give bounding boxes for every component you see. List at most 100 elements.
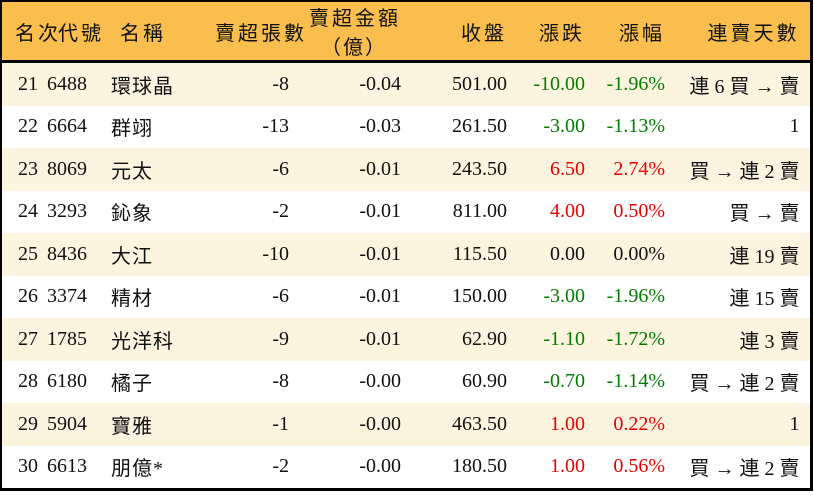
- change-cell: 0.00: [513, 233, 591, 276]
- sell-amount-cell: -0.00: [295, 360, 407, 403]
- sell-shares-cell: -2: [215, 445, 295, 490]
- name-cell: 群翊: [107, 105, 215, 148]
- close-cell: 811.00: [407, 190, 513, 233]
- change-pct-cell: 0.50%: [591, 190, 671, 233]
- sell-shares-cell: -8: [215, 61, 295, 106]
- code-cell: 6664: [45, 105, 107, 148]
- change-cell: -1.10: [513, 318, 591, 361]
- close-cell: 261.50: [407, 105, 513, 148]
- rank-cell: 26: [1, 275, 45, 318]
- streak-cell: 買 → 賣: [671, 190, 811, 233]
- header-name: 名稱: [107, 1, 215, 63]
- header-streak: 連賣天數: [671, 1, 811, 63]
- close-cell: 150.00: [407, 275, 513, 318]
- change-cell: 4.00: [513, 190, 591, 233]
- change-cell: -3.00: [513, 275, 591, 318]
- table-row: 26 3374 精材 -6 -0.01 150.00 -3.00 -1.96% …: [1, 275, 811, 318]
- streak-cell: 1: [671, 105, 811, 148]
- rank-cell: 21: [1, 61, 45, 106]
- rank-cell: 25: [1, 233, 45, 276]
- rank-cell: 30: [1, 445, 45, 490]
- streak-cell: 買 → 連 2 賣: [671, 445, 811, 490]
- change-pct-cell: 0.56%: [591, 445, 671, 490]
- header-code: 代號: [45, 1, 107, 63]
- sell-shares-cell: -6: [215, 275, 295, 318]
- name-cell: 環球晶: [107, 61, 215, 106]
- table-body: 21 6488 環球晶 -8 -0.04 501.00 -10.00 -1.96…: [1, 61, 811, 490]
- change-cell: 1.00: [513, 445, 591, 490]
- sell-shares-cell: -13: [215, 105, 295, 148]
- streak-cell: 連 6 買 → 賣: [671, 61, 811, 106]
- sell-shares-cell: -8: [215, 360, 295, 403]
- change-cell: -10.00: [513, 61, 591, 106]
- table-row: 29 5904 寶雅 -1 -0.00 463.50 1.00 0.22% 1: [1, 403, 811, 446]
- header-sell-shares: 賣超張數: [215, 1, 304, 63]
- change-pct-cell: 0.00%: [591, 233, 671, 276]
- header-change: 漲跌: [513, 1, 591, 63]
- sell-amount-cell: -0.00: [295, 445, 407, 490]
- streak-cell: 1: [671, 403, 811, 446]
- table-row: 28 6180 橘子 -8 -0.00 60.90 -0.70 -1.14% 買…: [1, 360, 811, 403]
- name-cell: 大江: [107, 233, 215, 276]
- code-cell: 1785: [45, 318, 107, 361]
- change-cell: -3.00: [513, 105, 591, 148]
- change-pct-cell: -1.72%: [591, 318, 671, 361]
- streak-cell: 連 15 賣: [671, 275, 811, 318]
- code-cell: 6488: [45, 61, 107, 106]
- table-header: 名次 代號 名稱 賣超張數 賣超金額 （億） 收盤 漲跌 漲幅 連賣天數: [1, 1, 811, 63]
- header-change-pct: 漲幅: [591, 1, 671, 63]
- change-pct-cell: -1.13%: [591, 105, 671, 148]
- close-cell: 463.50: [407, 403, 513, 446]
- code-cell: 6180: [45, 360, 107, 403]
- change-pct-cell: 0.22%: [591, 403, 671, 446]
- close-cell: 115.50: [407, 233, 513, 276]
- sell-shares-cell: -10: [215, 233, 295, 276]
- sell-shares-cell: -2: [215, 190, 295, 233]
- name-cell: 光洋科: [107, 318, 215, 361]
- code-cell: 5904: [45, 403, 107, 446]
- table-row: 25 8436 大江 -10 -0.01 115.50 0.00 0.00% 連…: [1, 233, 811, 276]
- code-cell: 8069: [45, 148, 107, 191]
- change-cell: -0.70: [513, 360, 591, 403]
- table-row: 23 8069 元太 -6 -0.01 243.50 6.50 2.74% 買 …: [1, 148, 811, 191]
- change-cell: 6.50: [513, 148, 591, 191]
- header-row: 名次 代號 名稱 賣超張數 賣超金額 （億） 收盤 漲跌 漲幅 連賣天數: [1, 1, 811, 63]
- streak-cell: 連 19 賣: [671, 233, 811, 276]
- change-cell: 1.00: [513, 403, 591, 446]
- sell-amount-cell: -0.01: [295, 233, 407, 276]
- change-pct-cell: -1.96%: [591, 61, 671, 106]
- header-sell-amount-line1: 賣超金額: [309, 8, 401, 30]
- name-cell: 朋億*: [107, 445, 215, 490]
- code-cell: 3374: [45, 275, 107, 318]
- close-cell: 62.90: [407, 318, 513, 361]
- table-row: 22 6664 群翊 -13 -0.03 261.50 -3.00 -1.13%…: [1, 105, 811, 148]
- rank-cell: 24: [1, 190, 45, 233]
- table-row: 21 6488 環球晶 -8 -0.04 501.00 -10.00 -1.96…: [1, 61, 811, 106]
- sell-amount-cell: -0.01: [295, 275, 407, 318]
- code-cell: 6613: [45, 445, 107, 490]
- name-cell: 元太: [107, 148, 215, 191]
- change-pct-cell: 2.74%: [591, 148, 671, 191]
- name-cell: 寶雅: [107, 403, 215, 446]
- streak-cell: 買 → 連 2 賣: [671, 360, 811, 403]
- rank-cell: 23: [1, 148, 45, 191]
- rank-cell: 22: [1, 105, 45, 148]
- table-row: 24 3293 鈊象 -2 -0.01 811.00 4.00 0.50% 買 …: [1, 190, 811, 233]
- header-rank: 名次: [1, 1, 58, 63]
- sell-amount-cell: -0.03: [295, 105, 407, 148]
- sell-amount-cell: -0.04: [295, 61, 407, 106]
- code-cell: 3293: [45, 190, 107, 233]
- sell-amount-cell: -0.01: [295, 148, 407, 191]
- sell-amount-cell: -0.01: [295, 190, 407, 233]
- sell-shares-cell: -6: [215, 148, 295, 191]
- sell-shares-cell: -1: [215, 403, 295, 446]
- rank-cell: 29: [1, 403, 45, 446]
- rank-cell: 27: [1, 318, 45, 361]
- close-cell: 180.50: [407, 445, 513, 490]
- sell-amount-cell: -0.00: [295, 403, 407, 446]
- header-close: 收盤: [407, 1, 513, 63]
- header-sell-amount-line2: （億）: [321, 37, 387, 59]
- table-row: 27 1785 光洋科 -9 -0.01 62.90 -1.10 -1.72% …: [1, 318, 811, 361]
- rank-cell: 28: [1, 360, 45, 403]
